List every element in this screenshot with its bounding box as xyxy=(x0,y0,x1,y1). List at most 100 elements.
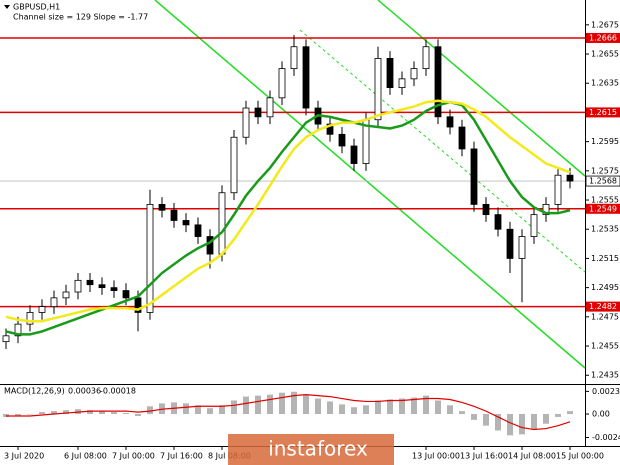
macd-title: MACD(12,26,9) xyxy=(4,387,65,396)
y-tick-label: 1.2535 xyxy=(591,225,619,234)
macd-bar xyxy=(531,414,537,430)
y-tick-label: -0.00242 xyxy=(592,433,620,442)
menu-icon xyxy=(4,5,10,9)
macd-bar xyxy=(375,400,381,415)
macd-bar xyxy=(351,407,357,415)
candle-body xyxy=(98,284,106,289)
candle-body xyxy=(86,279,94,286)
candle-body xyxy=(134,297,142,313)
candle-body xyxy=(194,224,202,237)
y-tick-label: 1.2455 xyxy=(591,342,619,351)
candle-body xyxy=(422,46,430,70)
candle-body xyxy=(458,126,466,150)
y-tick-label: 1.2595 xyxy=(591,137,619,146)
candle-body xyxy=(74,279,82,293)
x-tick-label: 7 Jul 16:00 xyxy=(160,452,203,461)
candle-body xyxy=(566,174,574,182)
macd-bar xyxy=(87,410,93,415)
candle-body xyxy=(26,312,34,325)
candle-body xyxy=(278,68,286,99)
macd-bar xyxy=(519,414,525,435)
macd-bar xyxy=(147,406,153,415)
macd-bar xyxy=(267,394,273,415)
candle-body xyxy=(62,291,70,299)
candle-body xyxy=(242,107,250,138)
channel-mid xyxy=(299,29,586,273)
macd-bar xyxy=(315,398,321,415)
level-label: 1.2482 xyxy=(589,302,617,311)
macd-bar xyxy=(507,414,513,436)
y-tick-label: 1.2675 xyxy=(591,20,619,29)
candle-body xyxy=(446,116,454,128)
y-tick-label: 1.2435 xyxy=(591,371,619,380)
y-tick-label: 1.2475 xyxy=(591,312,619,321)
candle-body xyxy=(410,68,418,80)
macd-bar xyxy=(195,405,201,415)
candle-body xyxy=(386,58,394,89)
macd-bar xyxy=(15,414,21,416)
y-tick-label: 0.00234 xyxy=(592,387,620,396)
y-tick-label: 0.00 xyxy=(592,410,610,419)
candle-body xyxy=(122,290,130,299)
macd-bar xyxy=(207,408,213,415)
macd-bar xyxy=(291,391,297,415)
candle-body xyxy=(482,204,490,216)
candle-body xyxy=(530,214,538,237)
watermark-box xyxy=(228,434,394,465)
candle-body xyxy=(38,306,46,313)
macd-bar xyxy=(111,412,117,415)
macd-bar xyxy=(399,398,405,415)
candle-body xyxy=(2,335,10,343)
candle-body xyxy=(254,107,262,118)
channel-upper xyxy=(377,0,586,177)
candle-body xyxy=(230,136,238,194)
candle-body xyxy=(158,204,166,211)
candle-body xyxy=(182,220,190,226)
x-tick-label: 6 Jul 08:00 xyxy=(64,452,107,461)
candle-body xyxy=(290,46,298,70)
candle-body xyxy=(50,297,58,308)
candle-body xyxy=(506,228,514,259)
macd-bar xyxy=(303,394,309,415)
candle-body xyxy=(398,78,406,89)
candle-body xyxy=(350,145,358,164)
y-tick-label: 1.2635 xyxy=(591,79,619,88)
macd-bar xyxy=(243,396,249,415)
candle-body xyxy=(542,204,550,216)
x-tick-label: 13 Jul 16:00 xyxy=(460,452,508,461)
level-label: 1.2666 xyxy=(589,33,617,42)
macd-bar xyxy=(231,400,237,415)
macd-bar xyxy=(495,414,501,431)
signal-line xyxy=(6,394,571,431)
macd-bar xyxy=(135,414,141,416)
macd-bar xyxy=(459,411,465,415)
candle-body xyxy=(434,46,442,118)
level-label-box xyxy=(586,32,620,43)
signal-value: -0.00018 xyxy=(100,387,136,396)
macd-bar xyxy=(63,410,69,415)
macd-bar xyxy=(123,413,129,415)
candle-body xyxy=(218,192,226,255)
macd-bar xyxy=(555,414,561,417)
candle-body xyxy=(554,174,562,205)
candle-body xyxy=(110,287,118,291)
macd-bar xyxy=(387,399,393,415)
level-label-box xyxy=(586,107,620,118)
x-tick-label: 15 Jul 00:00 xyxy=(556,452,604,461)
macd-bar xyxy=(411,397,417,415)
macd-bar xyxy=(327,401,333,415)
candle-body xyxy=(206,236,214,255)
x-tick-label: 3 Jul 2020 xyxy=(4,452,44,461)
current-price-box xyxy=(585,175,620,187)
macd-bar xyxy=(447,405,453,415)
level-label-box xyxy=(586,203,620,214)
macd-bar xyxy=(27,414,33,415)
candle-body xyxy=(374,58,382,121)
y-tick-label: 1.2495 xyxy=(591,283,619,292)
y-tick-label: 1.2655 xyxy=(591,50,619,59)
y-tick-label: 1.2515 xyxy=(591,254,619,263)
macd-value: 0.00036 xyxy=(68,387,101,396)
candle-body xyxy=(494,214,502,230)
candle-body xyxy=(326,123,334,135)
